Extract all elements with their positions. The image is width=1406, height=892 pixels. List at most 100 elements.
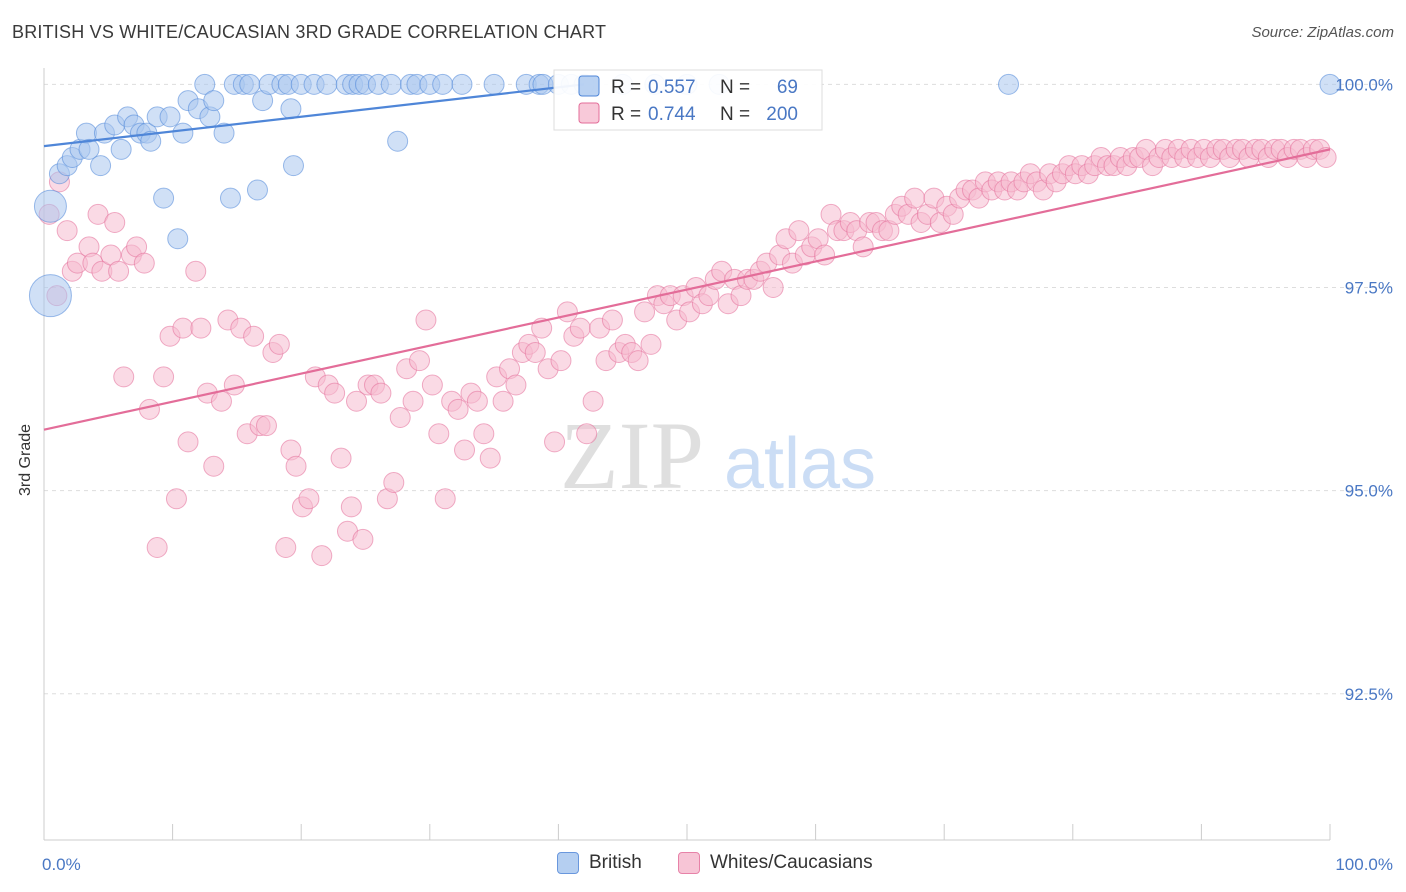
british-point-66 [1319,73,1341,95]
whites-point-64 [434,488,456,510]
stats-r-label-whites: R = [611,104,641,125]
british-point-37 [280,98,302,120]
whites-point-66 [447,398,469,420]
whites-point-57 [389,407,411,428]
whites-point-47 [330,447,352,469]
legend-item-british[interactable]: British [557,852,642,874]
y-tick-label-3: 92.5% [1345,685,1393,704]
whites-point-28 [210,390,232,412]
chart-source: Source: ZipAtlas.com [1251,24,1394,41]
whites-point-87 [582,390,604,412]
whites-point-115 [762,277,784,298]
british-point-53 [451,73,473,95]
legend-label-whites: Whites/Caucasians [710,852,873,873]
whites-point-86 [576,423,598,445]
british-point-26 [203,90,225,112]
whites-point-67 [454,439,476,461]
stats-legend: R = 0.557 N = 69 R = 0.744 N = 200 [553,69,823,131]
british-point-28 [219,187,241,209]
whites-point-75 [505,374,527,396]
whites-point-17 [138,398,160,420]
whites-point-19 [153,366,175,388]
whites-point-60 [409,350,431,372]
british-point-47 [380,73,402,95]
whites-point-137 [904,187,926,209]
whites-point-22 [172,317,194,339]
stats-r-label-british: R = [611,77,641,98]
whites-point-50 [345,390,367,412]
british-point-65 [998,73,1019,95]
whites-point-129 [852,236,874,258]
whites-point-73 [492,390,514,412]
whites-point-90 [601,309,623,331]
stats-n-label-whites: N = [720,104,750,125]
whites-point-24 [185,260,207,282]
british-point-0 [33,189,67,223]
watermark-atlas: atlas [724,424,876,504]
british-point-52 [432,73,454,95]
stats-n-value-whites: 200 [766,104,798,125]
stats-n-value-british: 69 [777,77,798,98]
whites-point-62 [421,374,443,396]
whites-point-27 [203,455,225,477]
y-tick-label-0: 100.0% [1335,75,1393,94]
y-tick-label-1: 97.5% [1345,279,1393,298]
y-tick-label-2: 95.0% [1345,482,1393,501]
british-point-21 [172,122,194,144]
whites-point-78 [524,342,546,363]
whites-point-95 [634,301,656,323]
british-point-20 [167,228,189,250]
british-point-24 [194,73,216,95]
british-point-31 [239,73,261,95]
british-point-32 [246,179,268,201]
whites-point-46 [324,382,346,404]
chart-title: BRITISH VS WHITE/CAUCASIAN 3RD GRADE COR… [12,22,607,42]
whites-point-16 [133,252,155,274]
legend-swatch-british [557,852,579,874]
british-point-27 [213,122,235,144]
whites-point-70 [473,423,495,445]
legend-label-british: British [589,852,642,873]
british-point-16 [140,130,162,152]
watermark-zip: ZIP [560,402,704,509]
british-trend-line [43,83,585,148]
whites-point-40 [285,455,307,477]
whites-point-49 [340,496,362,518]
x-tick-label-1: 100.0% [1335,855,1393,874]
data-points [28,73,1341,567]
whites-point-81 [544,431,566,453]
whites-point-30 [223,374,245,396]
whites-point-119 [788,220,810,242]
british-point-19 [159,106,181,128]
whites-point-23 [177,431,199,453]
stats-n-label-british: N = [720,77,750,98]
whites-point-59 [402,390,424,412]
british-point-8 [90,155,112,177]
british-point-7 [78,138,100,160]
whites-point-38 [275,537,297,558]
whites-point-51 [352,528,374,550]
whites-point-3 [56,220,78,242]
whites-point-82 [550,350,572,372]
british-point-11 [110,138,132,160]
whites-point-71 [479,447,501,469]
stats-swatch-whites [578,102,600,124]
tick-labels: 100.0% 97.5% 95.0% 92.5% 0.0% 100.0% [42,75,1393,874]
british-point-54 [483,73,505,95]
whites-point-83 [556,301,578,323]
x-tick-label-0: 0.0% [42,855,81,874]
whites-point-8 [87,203,109,225]
whites-point-96 [640,333,662,355]
whites-point-35 [255,415,277,437]
whites-point-85 [569,317,591,339]
whites-point-12 [108,260,130,282]
whites-point-25 [190,317,212,339]
stats-r-value-whites: 0.744 [648,104,696,125]
stats-r-value-british: 0.557 [648,77,696,98]
y-axis-label: 3rd Grade [17,424,34,496]
legend-item-whites[interactable]: Whites/Caucasians [678,852,873,874]
bottom-legend: British Whites/Caucasians [0,852,1406,880]
stats-swatch-british [578,75,600,97]
british-point-1 [28,274,72,318]
axes [43,68,1331,841]
